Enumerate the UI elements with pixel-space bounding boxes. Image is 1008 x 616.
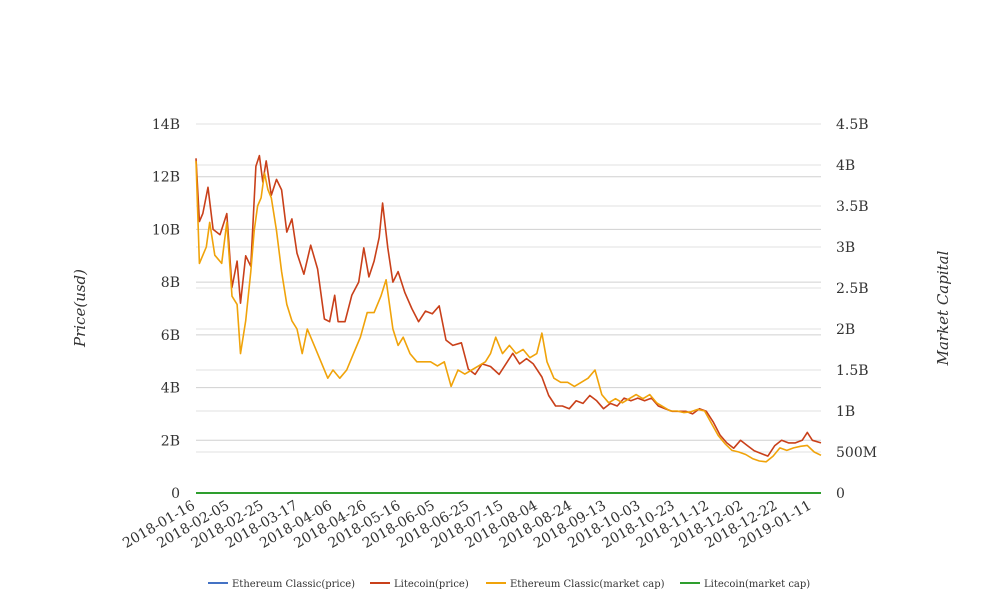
right-y-tick-label: 4B — [836, 158, 855, 174]
right-y-tick-label: 0 — [836, 486, 845, 502]
right-y-tick-label: 1B — [836, 404, 855, 420]
left-y-axis-ticks: 0 2B 4B 6B 8B 10B 12B 14B — [152, 117, 180, 502]
right-y-tick-label: 3.5B — [836, 199, 869, 215]
series-line — [195, 160, 822, 463]
legend-label: Ethereum Classic(price) — [232, 579, 355, 590]
left-y-tick-label: 14B — [152, 117, 180, 133]
legend: Ethereum Classic(price) Litecoin(price) Et… — [208, 579, 810, 590]
left-y-tick-label: 6B — [161, 328, 180, 344]
right-axis-title: Market Capital — [934, 250, 952, 366]
gridlines — [196, 123, 821, 494]
left-axis-title: Price(usd) — [71, 269, 89, 348]
legend-label: Ethereum Classic(market cap) — [510, 579, 665, 590]
left-y-tick-label: 2B — [161, 433, 180, 449]
right-y-tick-label: 4.5B — [836, 117, 869, 133]
left-y-tick-label: 10B — [152, 222, 180, 238]
series-lines — [195, 154, 822, 494]
series-line — [195, 154, 822, 457]
legend-label: Litecoin(price) — [394, 579, 469, 590]
legend-label: Litecoin(market cap) — [704, 579, 810, 590]
right-y-axis-ticks: 0 500M 1B 1.5B 2B 2.5B 3B 3.5B 4B 4.5B — [836, 117, 877, 502]
right-y-tick-label: 2B — [836, 322, 855, 338]
left-y-tick-label: 8B — [161, 275, 180, 291]
right-y-tick-label: 500M — [836, 445, 877, 461]
x-axis-ticks: 2018-01-162018-02-052018-02-252018-03-17… — [120, 498, 814, 552]
right-y-tick-label: 1.5B — [836, 363, 869, 379]
right-y-tick-label: 2.5B — [836, 281, 869, 297]
left-y-tick-label: 4B — [161, 381, 180, 397]
left-y-tick-label: 0 — [171, 486, 180, 502]
left-y-tick-label: 12B — [152, 170, 180, 186]
right-y-tick-label: 3B — [836, 240, 855, 256]
